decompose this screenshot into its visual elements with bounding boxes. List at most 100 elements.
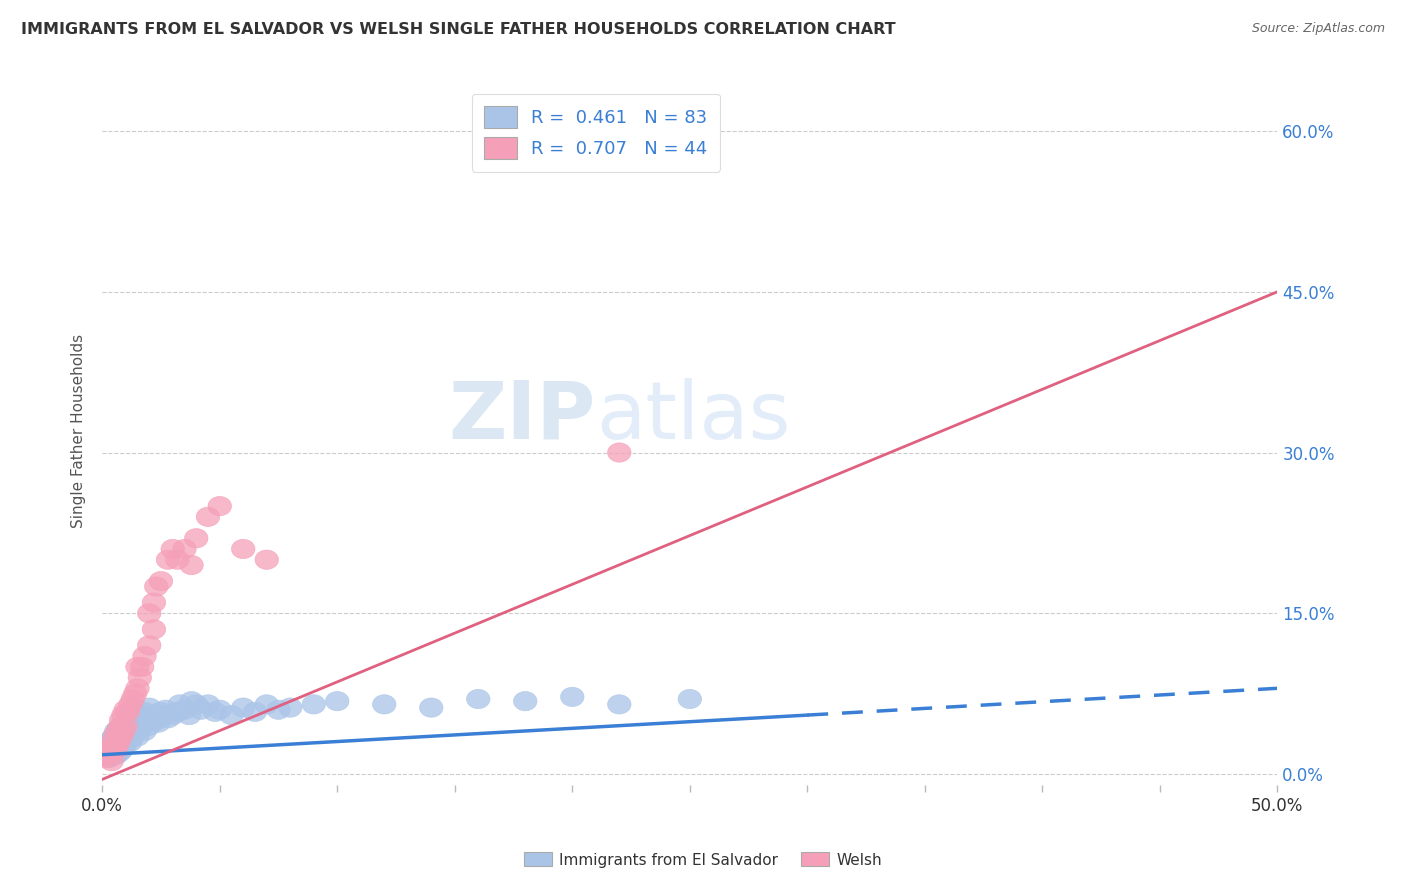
Ellipse shape xyxy=(110,723,132,743)
Ellipse shape xyxy=(142,706,166,724)
Ellipse shape xyxy=(111,730,135,749)
Ellipse shape xyxy=(160,540,184,558)
Ellipse shape xyxy=(103,730,125,749)
Ellipse shape xyxy=(180,556,204,574)
Ellipse shape xyxy=(173,700,197,719)
Ellipse shape xyxy=(107,719,131,739)
Text: atlas: atlas xyxy=(596,378,790,456)
Ellipse shape xyxy=(146,713,170,732)
Ellipse shape xyxy=(142,593,166,612)
Ellipse shape xyxy=(204,702,226,722)
Ellipse shape xyxy=(132,647,156,665)
Ellipse shape xyxy=(232,540,254,558)
Ellipse shape xyxy=(131,713,153,732)
Ellipse shape xyxy=(254,550,278,569)
Ellipse shape xyxy=(103,734,125,754)
Ellipse shape xyxy=(110,727,132,747)
Ellipse shape xyxy=(166,550,190,569)
Ellipse shape xyxy=(110,711,132,730)
Ellipse shape xyxy=(96,748,118,768)
Ellipse shape xyxy=(145,711,169,730)
Ellipse shape xyxy=(243,702,267,722)
Ellipse shape xyxy=(100,752,124,771)
Ellipse shape xyxy=(125,727,149,747)
Text: IMMIGRANTS FROM EL SALVADOR VS WELSH SINGLE FATHER HOUSEHOLDS CORRELATION CHART: IMMIGRANTS FROM EL SALVADOR VS WELSH SIN… xyxy=(21,22,896,37)
Ellipse shape xyxy=(93,743,117,763)
Ellipse shape xyxy=(107,727,131,747)
Ellipse shape xyxy=(138,698,160,717)
Ellipse shape xyxy=(100,745,124,764)
Ellipse shape xyxy=(156,550,180,569)
Ellipse shape xyxy=(373,695,396,714)
Ellipse shape xyxy=(678,690,702,708)
Ellipse shape xyxy=(197,508,219,526)
Ellipse shape xyxy=(121,713,145,732)
Ellipse shape xyxy=(467,690,491,708)
Ellipse shape xyxy=(111,706,135,724)
Ellipse shape xyxy=(118,722,142,741)
Ellipse shape xyxy=(278,698,302,717)
Ellipse shape xyxy=(135,711,159,730)
Ellipse shape xyxy=(97,741,121,760)
Ellipse shape xyxy=(128,668,152,687)
Ellipse shape xyxy=(142,620,166,639)
Ellipse shape xyxy=(139,708,163,728)
Ellipse shape xyxy=(302,695,326,714)
Ellipse shape xyxy=(180,691,204,711)
Ellipse shape xyxy=(111,722,135,741)
Ellipse shape xyxy=(121,690,145,708)
Ellipse shape xyxy=(97,745,121,764)
Ellipse shape xyxy=(118,695,142,714)
Ellipse shape xyxy=(513,691,537,711)
Ellipse shape xyxy=(132,702,156,722)
Ellipse shape xyxy=(110,732,132,752)
Ellipse shape xyxy=(117,702,139,722)
Ellipse shape xyxy=(103,743,125,763)
Ellipse shape xyxy=(173,540,197,558)
Ellipse shape xyxy=(326,691,349,711)
Ellipse shape xyxy=(125,700,149,719)
Ellipse shape xyxy=(104,745,128,764)
Ellipse shape xyxy=(254,695,278,714)
Ellipse shape xyxy=(145,577,169,596)
Ellipse shape xyxy=(110,716,132,736)
Ellipse shape xyxy=(114,700,138,719)
Ellipse shape xyxy=(97,732,121,752)
Ellipse shape xyxy=(114,734,138,754)
Ellipse shape xyxy=(114,716,138,736)
Ellipse shape xyxy=(103,743,125,763)
Ellipse shape xyxy=(107,732,131,752)
Ellipse shape xyxy=(97,748,121,768)
Ellipse shape xyxy=(190,700,212,719)
Ellipse shape xyxy=(160,706,184,724)
Ellipse shape xyxy=(166,702,190,722)
Ellipse shape xyxy=(128,706,152,724)
Ellipse shape xyxy=(513,132,537,152)
Ellipse shape xyxy=(169,695,191,714)
Ellipse shape xyxy=(114,727,138,747)
Ellipse shape xyxy=(125,716,149,736)
Ellipse shape xyxy=(153,700,177,719)
Ellipse shape xyxy=(124,684,146,703)
Ellipse shape xyxy=(232,698,254,717)
Ellipse shape xyxy=(138,604,160,623)
Ellipse shape xyxy=(208,497,232,516)
Ellipse shape xyxy=(419,698,443,717)
Ellipse shape xyxy=(184,529,208,548)
Ellipse shape xyxy=(197,695,219,714)
Ellipse shape xyxy=(219,706,243,724)
Ellipse shape xyxy=(107,743,131,763)
Ellipse shape xyxy=(138,636,160,655)
Ellipse shape xyxy=(124,722,146,741)
Ellipse shape xyxy=(107,719,131,739)
Legend: Immigrants from El Salvador, Welsh: Immigrants from El Salvador, Welsh xyxy=(517,847,889,873)
Ellipse shape xyxy=(93,743,117,763)
Ellipse shape xyxy=(177,706,201,724)
Ellipse shape xyxy=(110,741,132,760)
Ellipse shape xyxy=(104,738,128,757)
Ellipse shape xyxy=(125,679,149,698)
Ellipse shape xyxy=(111,738,135,757)
Ellipse shape xyxy=(149,702,173,722)
Ellipse shape xyxy=(607,443,631,462)
Ellipse shape xyxy=(561,687,583,706)
